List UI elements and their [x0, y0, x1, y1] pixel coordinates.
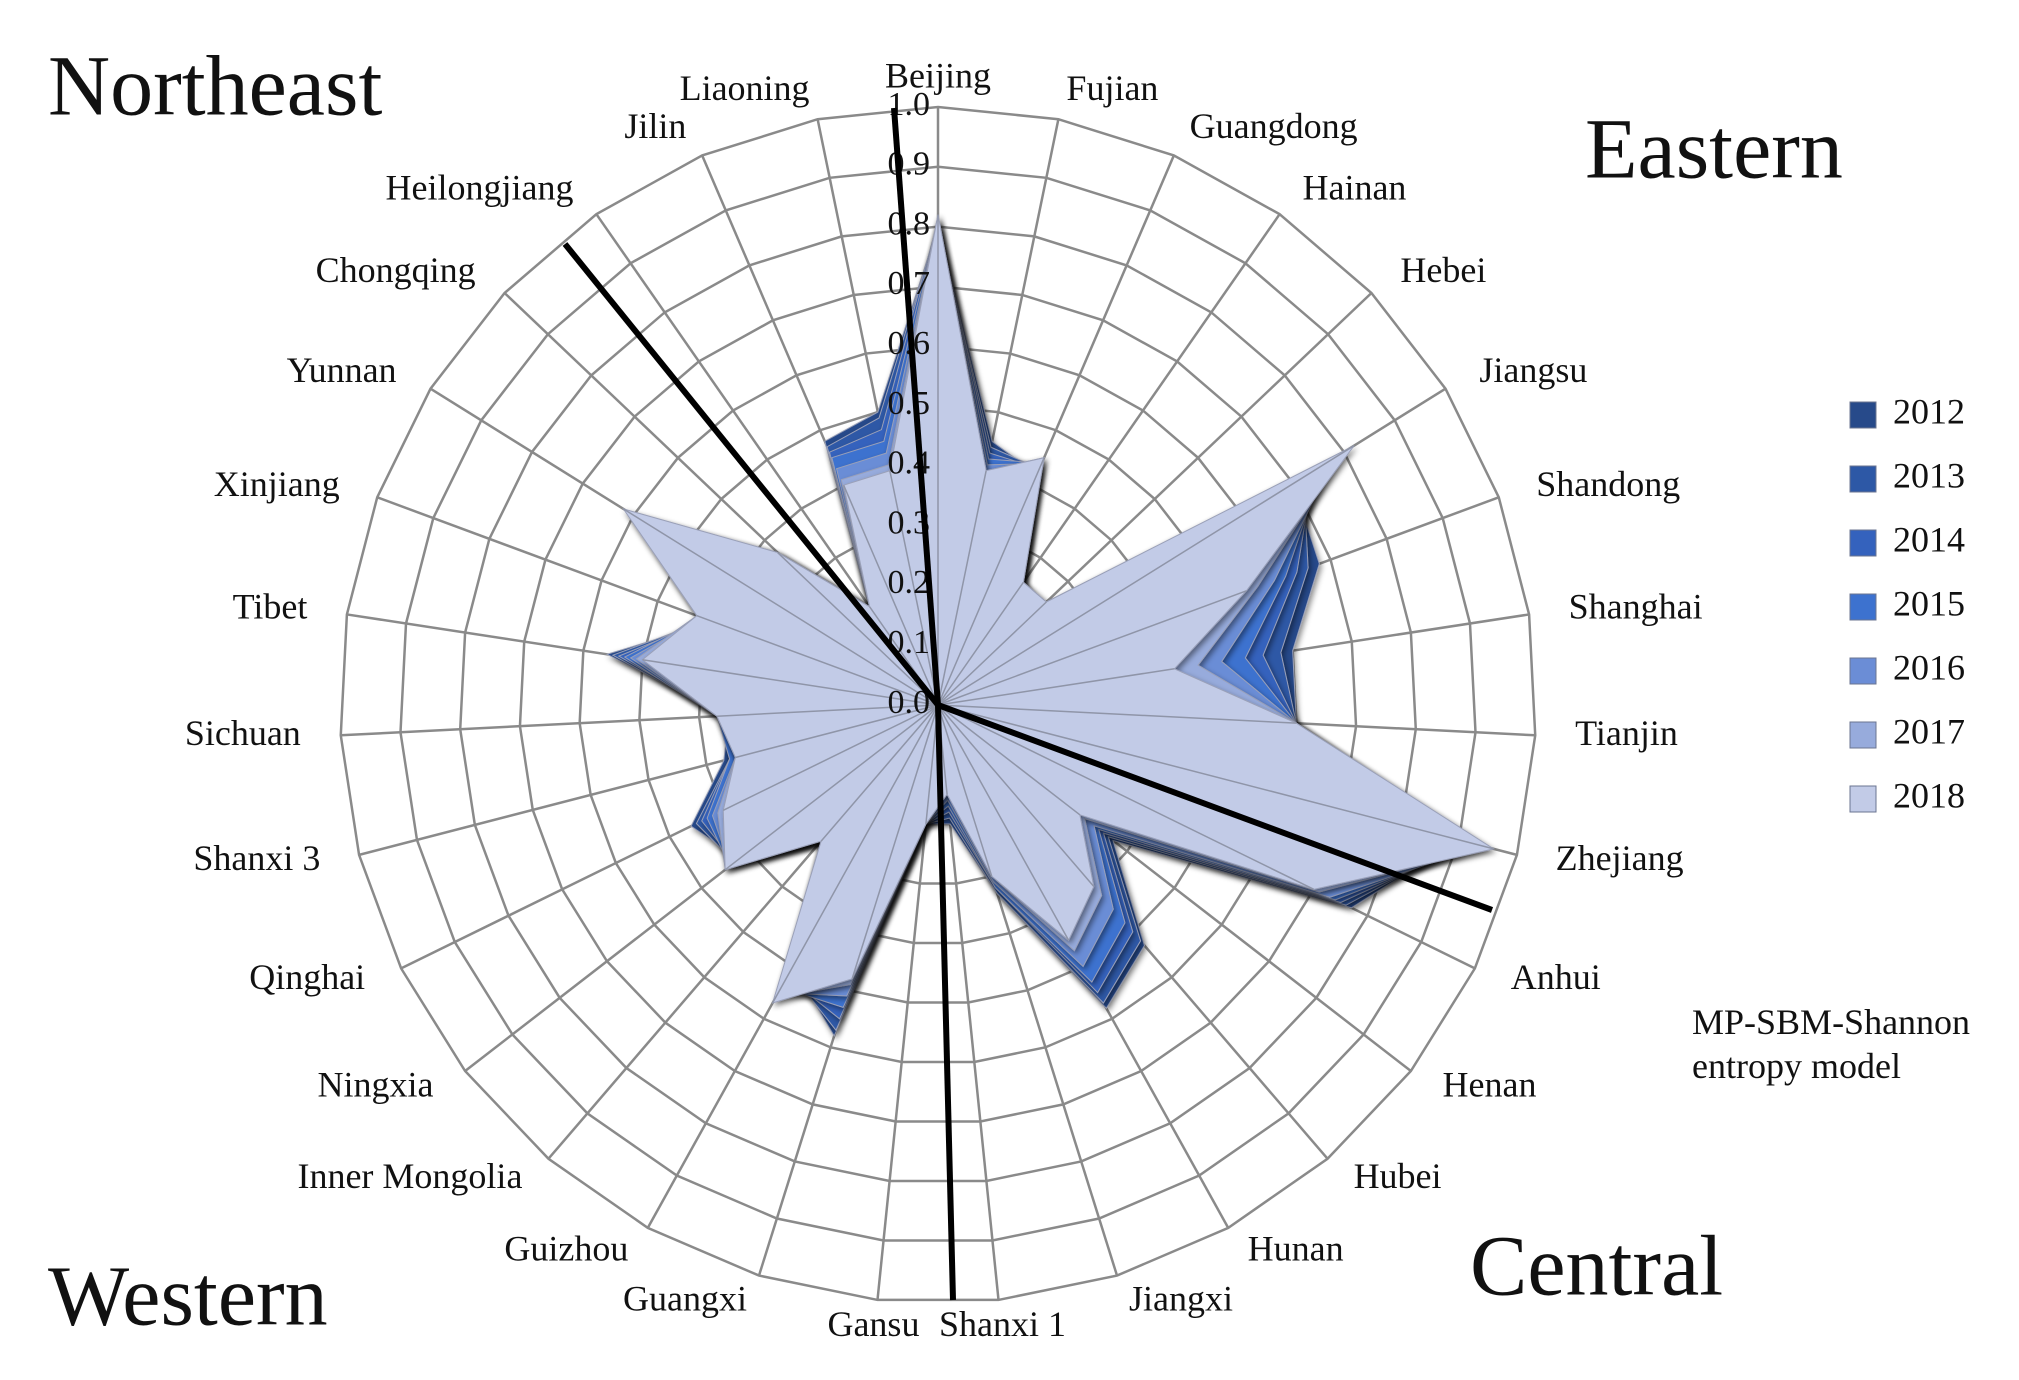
category-label: Jiangxi — [1129, 1279, 1233, 1319]
category-label: Yunnan — [287, 350, 397, 390]
grid-ring — [399, 165, 1477, 1242]
inner-spoke — [622, 508, 939, 706]
inner-spoke — [937, 601, 1047, 706]
category-label: Jilin — [624, 106, 686, 146]
legend-swatch — [1849, 401, 1877, 429]
divider — [891, 107, 941, 706]
divider — [936, 702, 1494, 913]
y-tick-label: 0.9 — [888, 146, 931, 183]
category-label: Heilongjiang — [386, 167, 574, 207]
y-tick-label: 0.2 — [888, 564, 931, 601]
inner-spoke — [937, 704, 1095, 887]
category-label: Liaoning — [680, 68, 810, 108]
divider — [562, 242, 941, 707]
category-label: Shanxi 3 — [193, 838, 320, 878]
category-label: Chongqing — [316, 250, 476, 290]
category-label: Gansu — [827, 1304, 919, 1344]
category-label: Hubei — [1354, 1156, 1442, 1196]
category-label: Sichuan — [185, 713, 301, 753]
inner-spoke — [937, 668, 1175, 706]
legend-swatch — [1849, 529, 1877, 557]
inner-spoke — [937, 444, 1355, 706]
region-label: Eastern — [1585, 101, 1843, 197]
inner-spoke — [937, 704, 1315, 891]
category-label: Inner Mongolia — [297, 1156, 522, 1196]
y-tick-label: 0.8 — [888, 205, 931, 242]
category-label: Fujian — [1066, 68, 1158, 108]
legend-label: 2015 — [1893, 583, 1965, 623]
region-label: Western — [48, 1248, 328, 1344]
category-label: Hainan — [1302, 167, 1406, 207]
divider — [935, 704, 956, 1301]
category-label: Hunan — [1248, 1229, 1344, 1269]
grid-ring — [339, 105, 1537, 1302]
category-label: Tibet — [233, 586, 308, 626]
inner-spoke — [937, 457, 1045, 706]
category-label: Xinjiang — [214, 464, 340, 504]
category-label: Shanghai — [1569, 586, 1703, 626]
category-label: Anhui — [1511, 957, 1601, 997]
category-label: Guangdong — [1190, 106, 1358, 146]
series — [605, 214, 1496, 1038]
category-label: Beijing — [885, 55, 991, 95]
inner-spoke — [716, 704, 939, 717]
region-dividers — [562, 107, 1494, 1301]
legend-label: 2013 — [1893, 455, 1965, 495]
category-label: Tianjin — [1575, 713, 1678, 753]
inner-spoke — [937, 590, 1247, 706]
inner-spoke — [724, 704, 939, 871]
inner-spoke — [820, 704, 939, 842]
legend-label: 2016 — [1893, 647, 1965, 687]
inner-spoke — [937, 704, 1081, 816]
series-area — [622, 214, 1496, 1004]
inner-spoke — [696, 614, 939, 706]
y-tick-label: 0.1 — [888, 624, 931, 661]
legend: 2012 2013 2014 2015 2016 2017 2018 — [1849, 391, 1965, 815]
legend-label: 2012 — [1893, 391, 1965, 431]
legend-label: 2018 — [1893, 775, 1965, 815]
inner-spoke — [842, 484, 939, 706]
inner-spoke — [937, 704, 1494, 850]
y-tick-label: 0.5 — [888, 385, 931, 422]
inner-spoke — [937, 581, 1025, 706]
annotation: MP-SBM-Shannon entropy model — [1692, 1002, 1971, 1086]
grid-ring — [458, 225, 1418, 1183]
legend-swatch — [1849, 785, 1877, 813]
legend-swatch — [1849, 721, 1877, 749]
category-label: Shandong — [1536, 464, 1680, 504]
legend-label: 2014 — [1893, 519, 1965, 559]
category-label: Jiangsu — [1479, 350, 1587, 390]
legend-label: 2017 — [1893, 711, 1965, 751]
category-label: Guizhou — [504, 1229, 628, 1269]
legend-swatch — [1849, 657, 1877, 685]
inner-spoke — [851, 704, 939, 980]
inner-spoke — [937, 704, 1297, 724]
inner-spoke — [642, 658, 939, 706]
region-label: Central — [1470, 1218, 1723, 1314]
category-label: Henan — [1443, 1064, 1537, 1104]
region-label: Northeast — [48, 38, 382, 134]
inner-spoke — [777, 552, 939, 706]
legend-swatch — [1849, 593, 1877, 621]
inner-spoke — [889, 470, 939, 706]
inner-spoke — [722, 704, 939, 812]
inner-spoke — [771, 704, 939, 1004]
category-label: Shanxi 1 — [939, 1304, 1066, 1344]
inner-spoke — [735, 704, 939, 759]
legend-swatch — [1849, 465, 1877, 493]
category-label: Hebei — [1400, 250, 1486, 290]
category-label: Ningxia — [318, 1064, 434, 1104]
labels: Beijing Fujian Guangdong Hainan Hebei Jiangsu… — [185, 55, 1703, 1344]
inner-spoke — [937, 704, 1070, 941]
inner-spoke — [937, 470, 987, 706]
category-label: Qinghai — [249, 957, 365, 997]
category-label: Guangxi — [623, 1279, 747, 1319]
category-label: Zhejiang — [1556, 838, 1684, 878]
inner-spoke — [937, 704, 993, 877]
